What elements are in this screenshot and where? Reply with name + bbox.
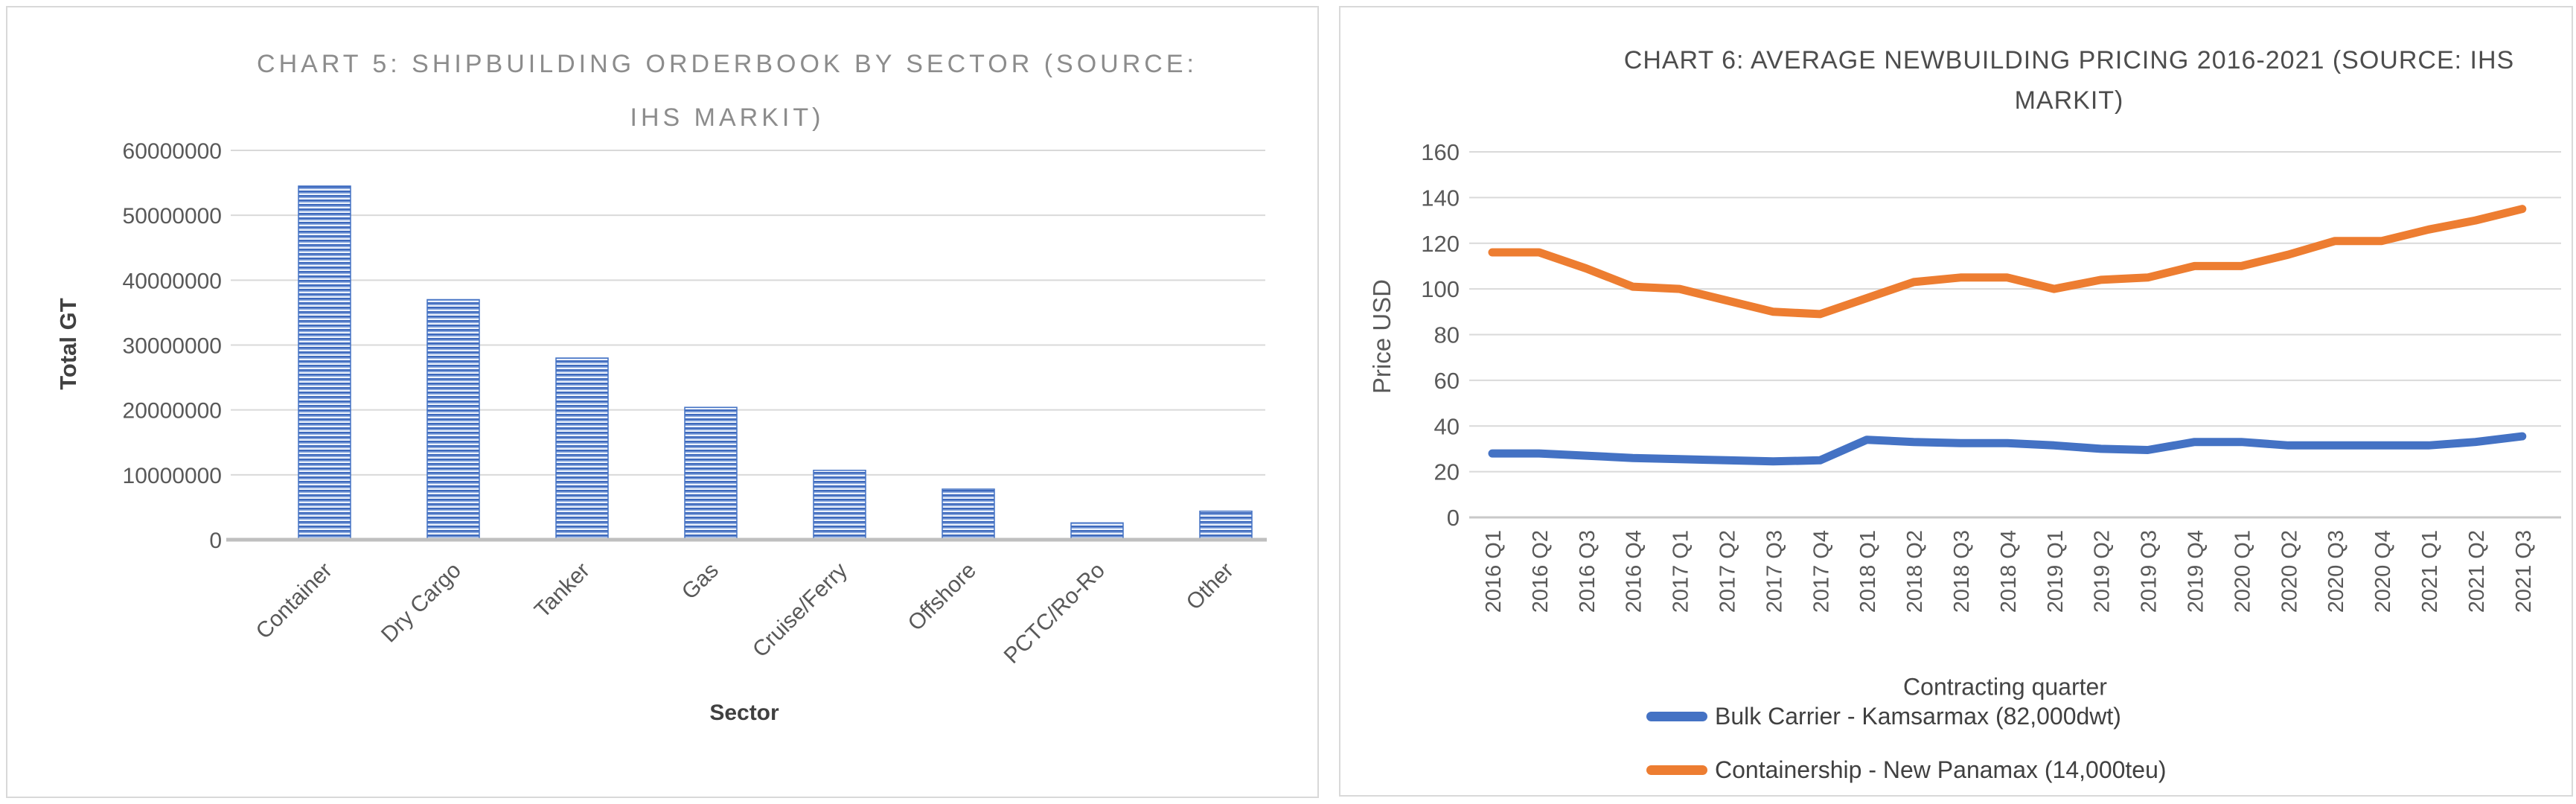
y-tick-label: 60 bbox=[1434, 368, 1460, 394]
x-tick-label: 2021 Q1 bbox=[2418, 530, 2442, 613]
bar-Cruise/Ferry bbox=[813, 469, 866, 540]
chart6-y-axis-title: Price USD bbox=[1368, 278, 1396, 395]
x-category-label: Gas bbox=[677, 558, 723, 604]
x-tick-label: 2019 Q3 bbox=[2138, 530, 2161, 613]
chart5-y-axis-title: Total GT bbox=[55, 298, 81, 390]
chart5-panel: 0 10000000 20000000 30000000 40000000 5000000… bbox=[6, 6, 1319, 798]
y-tick-label: 30000000 bbox=[123, 334, 222, 359]
y-tick-label: 40000000 bbox=[123, 269, 222, 293]
x-tick-label: 2020 Q1 bbox=[2231, 530, 2254, 613]
x-category-label: Offshore bbox=[904, 558, 981, 636]
y-tick-label: 20 bbox=[1434, 459, 1460, 485]
x-tick-label: 2021 Q3 bbox=[2512, 530, 2536, 613]
x-tick-label: 2019 Q4 bbox=[2185, 530, 2208, 613]
chart5-title-line1: CHART 5: SHIPBUILDING ORDERBOOK BY SECTO… bbox=[257, 50, 1198, 78]
bar-Container bbox=[298, 185, 351, 540]
x-category-label: Cruise/Ferry bbox=[748, 558, 852, 663]
y-tick-label: 100 bbox=[1421, 276, 1460, 302]
x-tick-label: 2020 Q3 bbox=[2324, 530, 2348, 613]
legend-label-bulk-carrier: Bulk Carrier - Kamsarmax (82,000dwt) bbox=[1715, 703, 2121, 730]
chart6-line-chart: 0 20 40 60 80 100 120 140 160 2016 Q1 2016 Q2 2016 … bbox=[1421, 139, 2561, 613]
y-tick-label: 120 bbox=[1421, 231, 1460, 257]
legend-swatch-orange-line bbox=[1646, 765, 1707, 775]
y-tick-label: 0 bbox=[1447, 505, 1460, 531]
x-tick-label: 2017 Q1 bbox=[1669, 530, 1693, 613]
x-category-label: PCTC/Ro-Ro bbox=[1000, 558, 1110, 669]
chart5-title-line2: IHS MARKIT) bbox=[630, 103, 825, 132]
series-line-bulk-carrier bbox=[1488, 432, 2527, 466]
bar-PCTC/Ro-Ro bbox=[1070, 522, 1124, 540]
y-tick-label: 60000000 bbox=[123, 139, 222, 164]
y-tick-label: 80 bbox=[1434, 322, 1460, 348]
bar-Other bbox=[1199, 510, 1253, 540]
x-category-label: Tanker bbox=[530, 558, 595, 623]
x-tick-label: 2019 Q2 bbox=[2091, 530, 2115, 613]
x-tick-label: 2016 Q1 bbox=[1482, 530, 1506, 613]
x-tick-label: 2020 Q2 bbox=[2278, 530, 2301, 613]
chart6-panel: 0 20 40 60 80 100 120 140 160 2016 Q1 2016 Q2 2016 … bbox=[1339, 6, 2573, 797]
chart6-title-line1: CHART 6: AVERAGE NEWBUILDING PRICING 201… bbox=[1623, 46, 2515, 74]
chart6-title-line2: MARKIT) bbox=[2014, 86, 2124, 115]
legend-item-bulk-carrier: Bulk Carrier - Kamsarmax (82,000dwt) bbox=[1646, 703, 2121, 730]
y-tick-label: 40 bbox=[1434, 413, 1460, 439]
chart5-x-axis-title: Sector bbox=[709, 701, 779, 725]
x-tick-label: 2018 Q3 bbox=[1950, 530, 1974, 613]
y-tick-label: 20000000 bbox=[123, 399, 222, 424]
x-tick-label: 2016 Q4 bbox=[1623, 530, 1646, 613]
x-tick-label: 2018 Q4 bbox=[1997, 530, 2021, 613]
bar-Gas bbox=[684, 406, 738, 540]
y-tick-label: 160 bbox=[1421, 139, 1460, 165]
x-tick-label: 2016 Q2 bbox=[1529, 530, 1553, 613]
x-tick-label: 2017 Q3 bbox=[1762, 530, 1786, 613]
y-tick-label: 50000000 bbox=[123, 204, 222, 229]
x-tick-label: 2020 Q4 bbox=[2371, 530, 2395, 613]
chart6-x-axis-title: Contracting quarter bbox=[1903, 673, 2107, 701]
chart5-bar-chart: 0 10000000 20000000 30000000 40000000 5000000… bbox=[123, 139, 1267, 669]
chart5-title: CHART 5: SHIPBUILDING ORDERBOOK BY SECTO… bbox=[134, 37, 1320, 144]
x-tick-label: 2017 Q2 bbox=[1716, 530, 1740, 613]
series-line-containership bbox=[1488, 205, 2527, 319]
legend-item-containership: Containership - New Panamax (14,000teu) bbox=[1646, 756, 2167, 784]
x-tick-label: 2016 Q3 bbox=[1576, 530, 1599, 613]
x-tick-label: 2019 Q1 bbox=[2044, 530, 2068, 613]
legend-label-containership: Containership - New Panamax (14,000teu) bbox=[1715, 756, 2167, 783]
y-tick-label: 140 bbox=[1421, 185, 1460, 211]
x-category-label: Dry Cargo bbox=[377, 558, 466, 648]
bar-Offshore bbox=[942, 488, 995, 540]
chart6-title: CHART 6: AVERAGE NEWBUILDING PRICING 201… bbox=[1579, 40, 2560, 121]
bar-Tanker bbox=[555, 357, 609, 540]
x-tick-label: 2021 Q2 bbox=[2465, 530, 2489, 613]
legend-swatch-blue-line bbox=[1646, 712, 1707, 721]
x-tick-label: 2018 Q2 bbox=[1903, 530, 1927, 613]
x-category-label: Container bbox=[252, 558, 337, 644]
bar-Dry Cargo bbox=[426, 299, 480, 540]
x-category-label: Other bbox=[1182, 558, 1239, 615]
x-tick-label: 2017 Q4 bbox=[1809, 530, 1833, 613]
y-tick-label: 0 bbox=[209, 529, 222, 553]
y-tick-label: 10000000 bbox=[123, 464, 222, 488]
x-tick-label: 2018 Q1 bbox=[1856, 530, 1880, 613]
